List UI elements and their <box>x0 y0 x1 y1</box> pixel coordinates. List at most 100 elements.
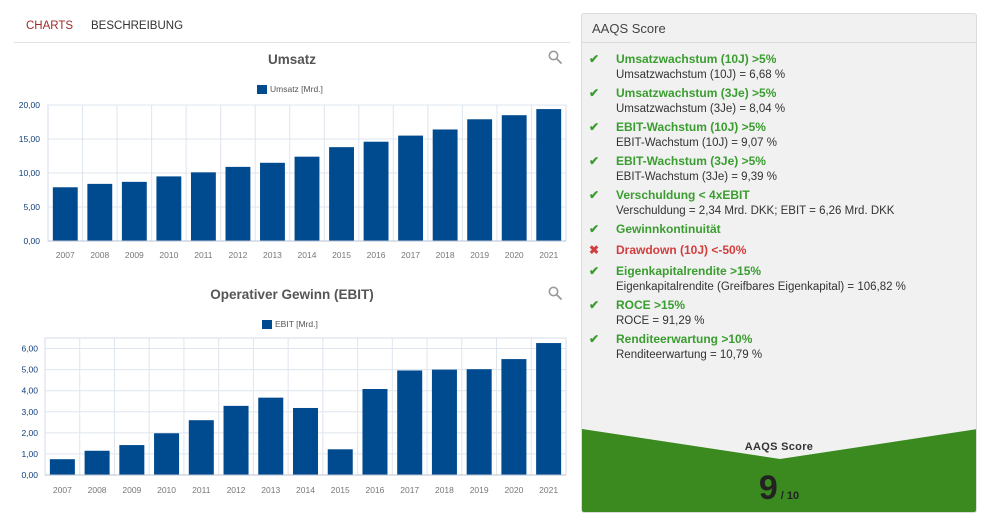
criterion-item: ✔ ROCE >15% ROCE = 91,29 % <box>582 297 976 329</box>
x-tick-label: 2010 <box>159 250 178 260</box>
bar[interactable] <box>260 162 285 241</box>
score-number: 9 <box>758 469 778 507</box>
tab-bar: CHARTS BESCHREIBUNG <box>14 12 570 43</box>
check-icon: ✔ <box>589 52 600 66</box>
criterion-detail: Eigenkapitalrendite (Greifbares Eigenkap… <box>616 281 906 293</box>
tab-beschreibung[interactable]: BESCHREIBUNG <box>91 20 184 32</box>
bar[interactable] <box>294 156 320 241</box>
x-tick-label: 2021 <box>539 485 558 495</box>
x-tick-label: 2020 <box>504 485 523 495</box>
revenue-chart-panel: Umsatz Umsatz [Mrd.] 0,00 5,00 10,00 15,00 2… <box>14 44 570 268</box>
chart-title: Umsatz <box>267 52 316 67</box>
x-tick-label: 2008 <box>90 250 109 260</box>
chart-title: Operativer Gewinn (EBIT) <box>210 287 374 302</box>
x-tick-label: 2016 <box>366 485 385 495</box>
x-tick-label: 2018 <box>436 250 455 260</box>
bar[interactable] <box>156 176 182 241</box>
criterion-title: Umsatzwachstum (3Je) >5% <box>616 86 777 100</box>
check-icon: ✔ <box>589 332 600 346</box>
ebit-chart-panel: Operativer Gewinn (EBIT) EBIT [Mrd.] 0,0… <box>14 278 570 502</box>
legend-swatch <box>262 319 272 329</box>
bar[interactable] <box>466 369 492 475</box>
y-tick-label: 2,00 <box>21 428 38 438</box>
bar[interactable] <box>431 369 457 475</box>
y-tick-label: 4,00 <box>21 386 38 396</box>
criterion-detail: Renditeerwartung = 10,79 % <box>616 349 763 361</box>
bar[interactable] <box>329 147 354 241</box>
bar[interactable] <box>501 359 527 475</box>
bar[interactable] <box>501 115 527 241</box>
x-tick-label: 2011 <box>192 485 211 495</box>
criterion-title: Eigenkapitalrendite >15% <box>616 264 762 278</box>
x-tick-label: 2019 <box>470 485 489 495</box>
bar[interactable] <box>188 420 214 475</box>
tab-charts[interactable]: CHARTS <box>26 20 74 32</box>
bar[interactable] <box>467 119 493 241</box>
bar[interactable] <box>87 183 113 241</box>
bar[interactable] <box>258 397 284 475</box>
search-icon[interactable] <box>548 50 562 64</box>
bar[interactable] <box>52 187 78 241</box>
bar[interactable] <box>398 135 424 241</box>
criteria-list: ✔ Umsatzwachstum (10J) >5% Umsatzwachstum … <box>582 51 976 365</box>
y-tick-label: 1,00 <box>21 449 38 459</box>
bar[interactable] <box>362 389 388 475</box>
check-icon: ✔ <box>589 188 600 202</box>
criterion-detail: Verschuldung = 2,34 Mrd. DKK; EBIT = 6,2… <box>616 205 895 217</box>
bar[interactable] <box>432 129 458 241</box>
criterion-item: ✔ Gewinnkontinuität <box>582 221 976 237</box>
panel-title: AAQS Score <box>582 14 976 43</box>
ebit-bar-chart: 0,00 1,00 2,00 3,00 4,00 5,00 6,00 2007 2008 2009… <box>21 337 567 495</box>
bar[interactable] <box>536 343 562 475</box>
score-box: AAQS Score 9/ 10 <box>582 429 976 512</box>
score-background <box>582 429 976 512</box>
bar[interactable] <box>154 433 180 475</box>
bar[interactable] <box>84 450 110 475</box>
check-icon: ✔ <box>589 298 600 312</box>
bar[interactable] <box>225 166 251 241</box>
x-tick-label: 2016 <box>367 250 386 260</box>
x-tick-label: 2008 <box>88 485 107 495</box>
x-tick-label: 2018 <box>435 485 454 495</box>
chart-legend[interactable]: EBIT [Mrd.] <box>262 319 318 329</box>
bar[interactable] <box>121 181 147 241</box>
x-tick-label: 2010 <box>157 485 176 495</box>
bar[interactable] <box>190 172 216 241</box>
criterion-title: EBIT-Wachstum (3Je) >5% <box>616 154 766 168</box>
criterion-detail: ROCE = 91,29 % <box>616 315 705 327</box>
criterion-item: ✔ EBIT-Wachstum (10J) >5% EBIT-Wachstum (1… <box>582 119 976 151</box>
bar[interactable] <box>327 449 353 475</box>
bar[interactable] <box>292 407 319 475</box>
bar[interactable] <box>223 405 249 475</box>
y-tick-label: 0,00 <box>21 470 38 480</box>
criterion-detail: Umsatzwachstum (10J) = 6,68 % <box>616 69 786 81</box>
search-icon[interactable] <box>548 286 562 300</box>
y-tick-label: 10,00 <box>19 168 41 178</box>
chart-legend[interactable]: Umsatz [Mrd.] <box>257 84 323 94</box>
bar[interactable] <box>363 141 389 241</box>
x-tick-label: 2007 <box>56 250 75 260</box>
bar[interactable] <box>49 459 75 475</box>
legend-swatch <box>257 84 267 94</box>
check-icon: ✔ <box>589 154 600 168</box>
criterion-detail: EBIT-Wachstum (10J) = 9,07 % <box>616 137 777 149</box>
x-tick-label: 2014 <box>296 485 315 495</box>
criterion-item: ✔ Umsatzwachstum (10J) >5% Umsatzwachstum … <box>582 51 976 83</box>
x-tick-label: 2015 <box>331 485 350 495</box>
score-max: / 10 <box>780 490 800 502</box>
bar[interactable] <box>397 370 423 475</box>
bar[interactable] <box>119 445 145 475</box>
legend-label: EBIT [Mrd.] <box>275 319 318 329</box>
y-tick-label: 5,00 <box>21 365 38 375</box>
x-tick-label: 2009 <box>125 250 144 260</box>
criterion-item: ✔ Eigenkapitalrendite >15% Eigenkapitalren… <box>582 263 976 295</box>
criterion-title: Umsatzwachstum (10J) >5% <box>616 52 777 66</box>
y-tick-label: 6,00 <box>21 344 38 354</box>
revenue-bar-chart: 0,00 5,00 10,00 15,00 20,00 2007 2008 2009 2010 2… <box>19 100 567 260</box>
check-icon: ✔ <box>589 120 600 134</box>
criterion-item: ✔ Umsatzwachstum (3Je) >5% Umsatzwachstum … <box>582 85 976 117</box>
y-tick-label: 15,00 <box>19 134 41 144</box>
legend-label: Umsatz [Mrd.] <box>270 84 323 94</box>
y-tick-label: 20,00 <box>19 100 41 110</box>
bar[interactable] <box>536 109 562 241</box>
